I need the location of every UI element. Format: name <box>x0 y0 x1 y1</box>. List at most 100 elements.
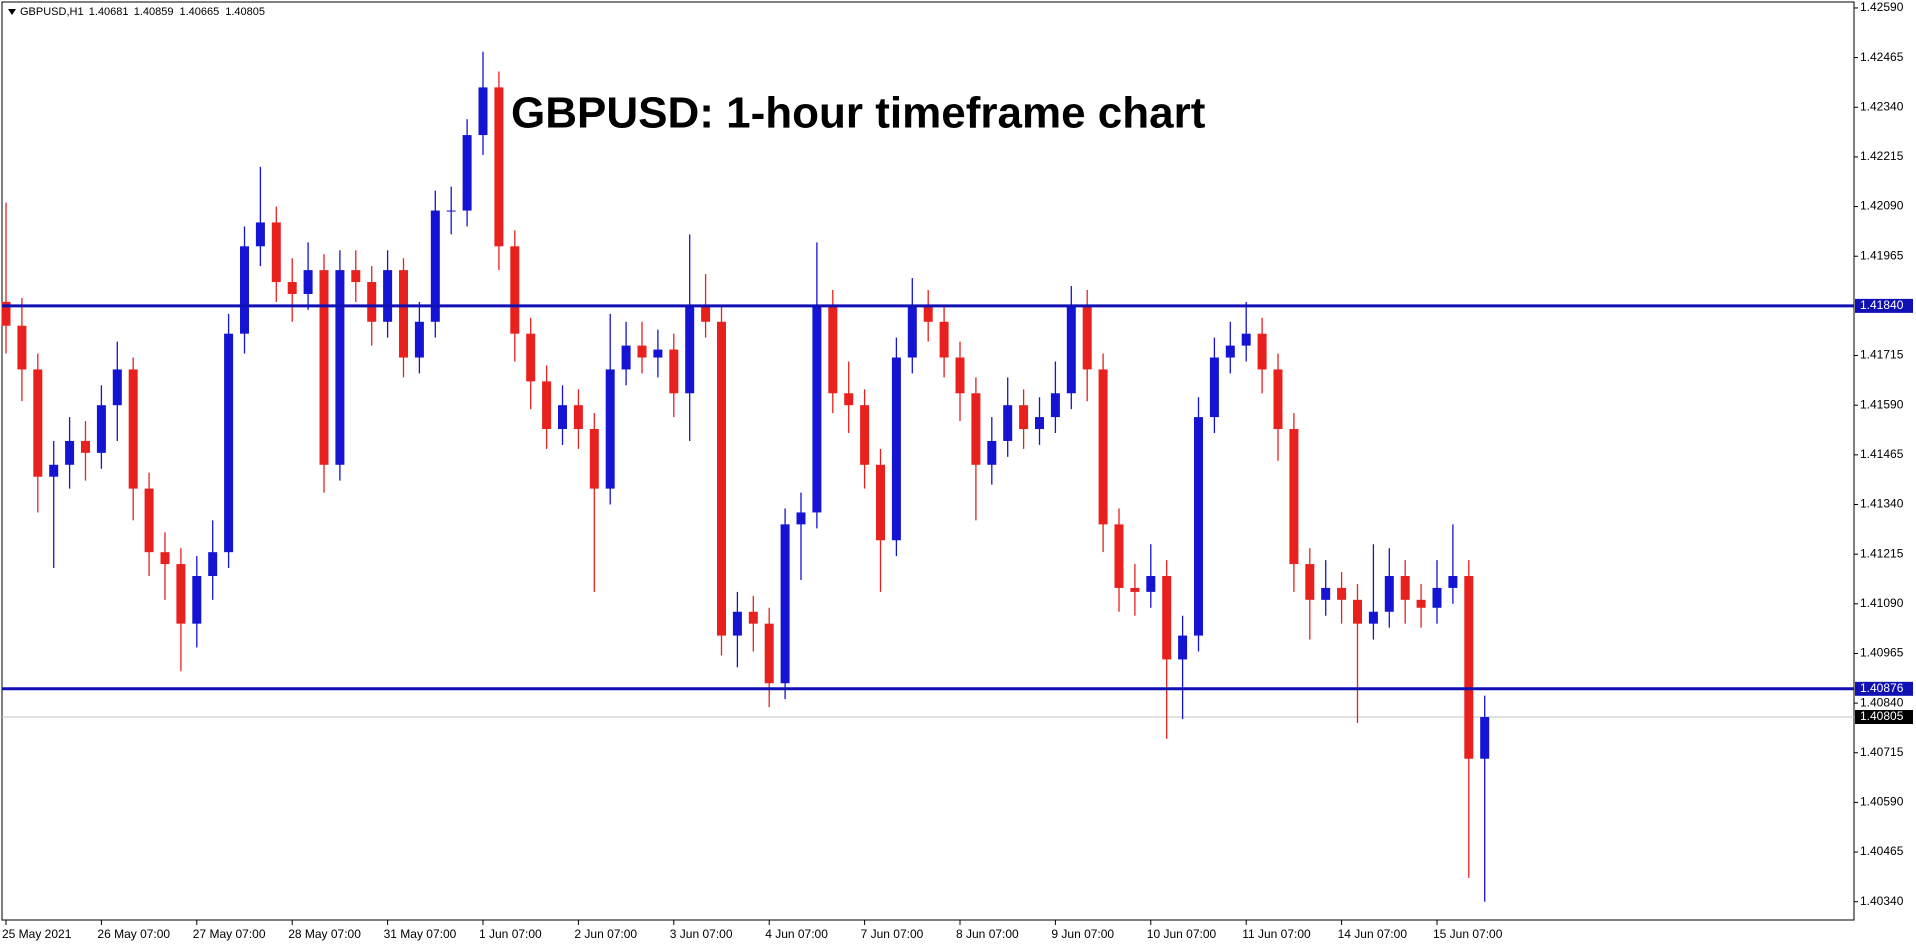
candle-body <box>176 564 186 624</box>
candle-body <box>1321 587 1331 600</box>
x-tick-label: 28 May 07:00 <box>288 927 361 941</box>
candle-body <box>1337 587 1347 600</box>
candle-body <box>1178 635 1188 660</box>
x-tick-label: 27 May 07:00 <box>193 927 266 941</box>
candle-body <box>462 135 472 211</box>
x-tick-label: 26 May 07:00 <box>97 927 170 941</box>
candle-body <box>1035 417 1044 430</box>
candle-body <box>1114 524 1124 588</box>
candle-body <box>351 270 361 283</box>
candle-body <box>224 333 234 553</box>
candle-body <box>542 381 552 430</box>
candle-body <box>669 349 679 394</box>
candle-body <box>955 357 965 394</box>
candle-body <box>160 552 170 565</box>
candle-body <box>1225 345 1235 358</box>
y-tick-label: 1.40965 <box>1860 646 1904 660</box>
candle-body <box>1050 393 1060 418</box>
candle-body <box>1194 417 1203 636</box>
header-close: 1.40805 <box>225 6 265 18</box>
candle-body <box>446 210 456 212</box>
x-tick-label: 15 Jun 07:00 <box>1433 927 1503 941</box>
candle-body <box>478 87 488 136</box>
candle-body <box>637 345 647 358</box>
candle-body <box>192 575 202 624</box>
candle-body <box>112 369 122 406</box>
candle-body <box>208 552 218 576</box>
level-label: 1.40876 <box>1860 681 1904 695</box>
y-tick-label: 1.41090 <box>1860 596 1904 610</box>
x-tick-label: 31 May 07:00 <box>384 927 457 941</box>
candle-body <box>1098 369 1108 525</box>
candle-body <box>1257 333 1267 370</box>
candle-body <box>414 321 424 358</box>
candle-body <box>987 440 997 465</box>
x-tick-label: 9 Jun 07:00 <box>1051 927 1114 941</box>
candle-body <box>1384 575 1394 612</box>
y-tick-label: 1.42590 <box>1860 0 1904 14</box>
candle-body <box>907 305 917 358</box>
candle-body <box>430 210 440 322</box>
x-tick-label: 2 Jun 07:00 <box>574 927 637 941</box>
candle-body <box>1003 405 1013 441</box>
chart-title: GBPUSD: 1-hour timeframe chart <box>511 89 1206 138</box>
plot-frame <box>1 1 1855 921</box>
candle-body <box>1368 611 1378 624</box>
candle-body <box>717 321 726 636</box>
candle-body <box>1480 717 1490 759</box>
candle-body <box>1209 357 1219 418</box>
candle-body <box>33 369 43 477</box>
candle-body <box>287 282 297 294</box>
candle-body <box>780 524 790 684</box>
candle-body <box>96 405 106 453</box>
candle-body <box>1241 333 1251 346</box>
y-tick-label: 1.42465 <box>1860 50 1904 64</box>
candle-body <box>1289 429 1299 565</box>
candle-body <box>1353 599 1362 624</box>
header-icon <box>8 9 16 15</box>
y-tick-label: 1.40715 <box>1860 745 1904 759</box>
candle-body <box>1432 587 1442 608</box>
y-tick-label: 1.41965 <box>1860 248 1904 262</box>
candle-body <box>653 349 663 358</box>
candle-body <box>732 611 742 636</box>
candle-body <box>844 393 854 406</box>
header: GBPUSD,H1 1.40681 1.40859 1.40665 1.40805 <box>20 6 265 18</box>
candle-body <box>1082 305 1092 370</box>
header-high: 1.40859 <box>134 6 174 18</box>
y-tick-label: 1.41340 <box>1860 497 1904 511</box>
x-tick-label: 11 Jun 07:00 <box>1242 927 1311 941</box>
candle-body <box>971 393 981 465</box>
candle-body <box>271 222 281 283</box>
y-tick-label: 1.42215 <box>1860 149 1904 163</box>
y-tick-label: 1.42090 <box>1860 199 1904 213</box>
bid-label: 1.40805 <box>1860 709 1904 723</box>
candle-body <box>573 405 583 430</box>
candle-body <box>828 305 838 394</box>
x-tick-label: 3 Jun 07:00 <box>670 927 733 941</box>
y-tick-label: 1.41590 <box>1860 397 1904 411</box>
header-open: 1.40681 <box>89 6 129 18</box>
candle-body <box>1464 575 1474 759</box>
candle-body <box>558 405 567 430</box>
candle-body <box>860 405 870 465</box>
candle-body <box>510 246 520 334</box>
candle-body <box>748 611 758 624</box>
header-low: 1.40665 <box>179 6 219 18</box>
candle-body <box>1273 369 1283 430</box>
x-tick-label: 1 Jun 07:00 <box>479 927 542 941</box>
x-tick-label: 14 Jun 07:00 <box>1338 927 1408 941</box>
candle-body <box>605 369 615 489</box>
candle-body <box>1066 305 1076 394</box>
y-tick-label: 1.41465 <box>1860 447 1904 461</box>
x-tick-label: 25 May 2021 <box>2 927 72 941</box>
y-tick-label: 1.42340 <box>1860 99 1904 113</box>
candle-body <box>589 429 599 489</box>
candle-body <box>891 357 901 541</box>
level-label-box <box>1855 681 1913 696</box>
candle-body <box>923 305 933 322</box>
header-symbol: GBPUSD,H1 <box>20 6 83 18</box>
candle-body <box>1305 564 1315 600</box>
y-tick-label: 1.40840 <box>1860 695 1904 709</box>
